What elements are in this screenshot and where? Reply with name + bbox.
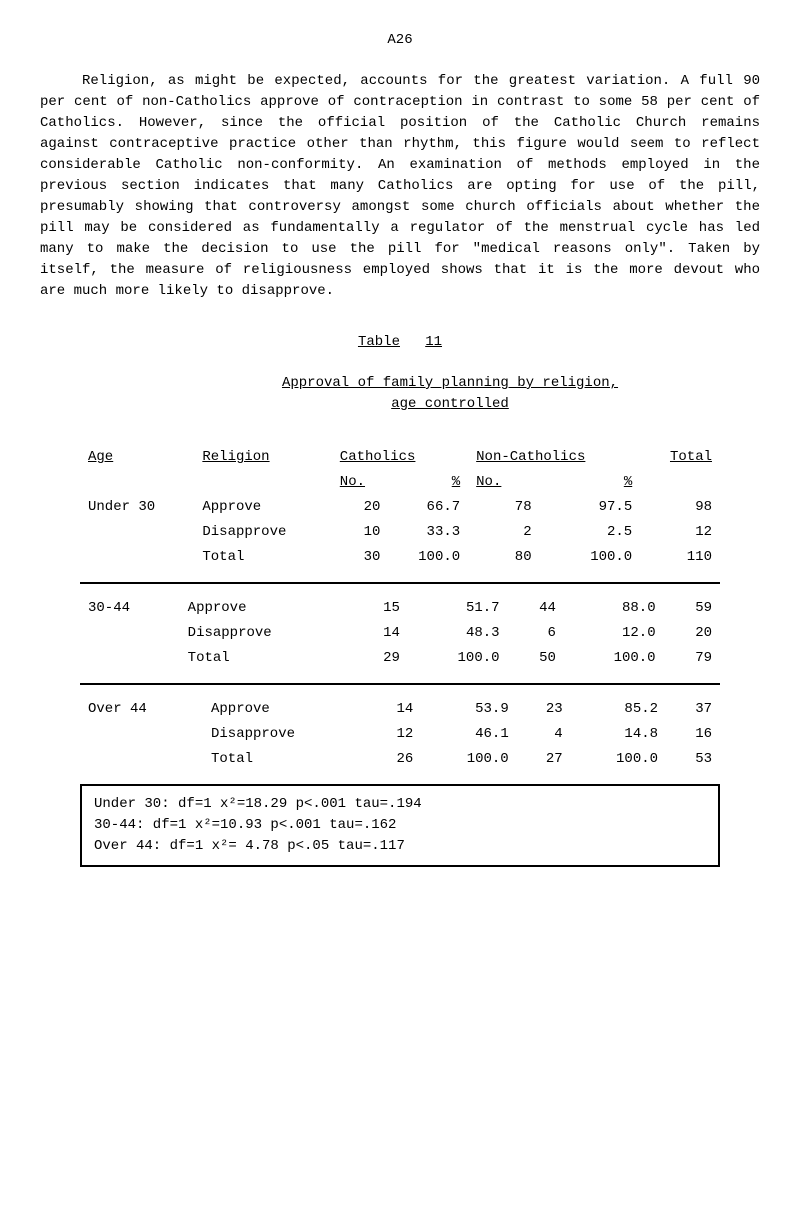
col-pct: %: [540, 470, 641, 495]
col-catholics: Catholics: [332, 445, 468, 470]
age-cell: Over 44: [80, 697, 203, 722]
val-cell: 80: [468, 545, 539, 570]
table-row: Over 44 Approve 14 53.9 23 85.2 37: [80, 697, 720, 722]
col-noncatholics: Non-Catholics: [468, 445, 640, 470]
table-row: Total 26 100.0 27 100.0 53: [80, 747, 720, 772]
table-label: Table 11: [40, 332, 760, 353]
data-table: Age Religion Catholics Non-Catholics Tot…: [80, 445, 720, 570]
col-religion: Religion: [194, 445, 331, 470]
table-row: Total 30 100.0 80 100.0 110: [80, 545, 720, 570]
table-row: Total 29 100.0 50 100.0 79: [80, 646, 720, 671]
val-cell: 100.0: [571, 747, 666, 772]
val-cell: 100.0: [421, 747, 516, 772]
table-subheader-row: No. % No. %: [80, 470, 720, 495]
table-title-line2: age controlled: [391, 396, 509, 412]
val-cell: 33.3: [388, 520, 468, 545]
col-pct: %: [388, 470, 468, 495]
stats-line: 30-44: df=1 x²=10.93 p<.001 tau=.162: [94, 815, 706, 836]
val-cell: 53.9: [421, 697, 516, 722]
val-cell: 14: [352, 621, 408, 646]
rel-cell: Approve: [194, 495, 331, 520]
rel-cell: Approve: [203, 697, 367, 722]
val-cell: 100.0: [388, 545, 468, 570]
table-title: Approval of family planning by religion,…: [140, 373, 760, 415]
val-cell: 46.1: [421, 722, 516, 747]
val-cell: 14.8: [571, 722, 666, 747]
table-title-line1: Approval of family planning by religion,: [282, 375, 618, 391]
page-number: A26: [40, 30, 760, 51]
rel-cell: Disapprove: [194, 520, 331, 545]
table-header-row: Age Religion Catholics Non-Catholics Tot…: [80, 445, 720, 470]
val-cell: 23: [517, 697, 571, 722]
val-cell: 85.2: [571, 697, 666, 722]
val-cell: 78: [468, 495, 539, 520]
stats-box: Under 30: df=1 x²=18.29 p<.001 tau=.194 …: [80, 784, 720, 867]
val-cell: 10: [332, 520, 389, 545]
val-cell: 48.3: [408, 621, 508, 646]
rel-cell: Disapprove: [180, 621, 352, 646]
rel-cell: Disapprove: [203, 722, 367, 747]
val-cell: 12: [640, 520, 720, 545]
val-cell: 100.0: [540, 545, 641, 570]
val-cell: 97.5: [540, 495, 641, 520]
rel-cell: Total: [180, 646, 352, 671]
val-cell: 37: [666, 697, 720, 722]
col-no: No.: [468, 470, 539, 495]
table-label-word: Table: [358, 334, 400, 350]
table-label-num: 11: [425, 334, 442, 350]
table-row: Disapprove 10 33.3 2 2.5 12: [80, 520, 720, 545]
rel-cell: Approve: [180, 596, 352, 621]
divider: [80, 582, 720, 584]
table-row: 30-44 Approve 15 51.7 44 88.0 59: [80, 596, 720, 621]
val-cell: 100.0: [564, 646, 664, 671]
rel-cell: Total: [203, 747, 367, 772]
val-cell: 110: [640, 545, 720, 570]
val-cell: 79: [664, 646, 720, 671]
val-cell: 12: [367, 722, 421, 747]
val-cell: 2: [468, 520, 539, 545]
col-total: Total: [640, 445, 720, 470]
val-cell: 12.0: [564, 621, 664, 646]
age-cell: 30-44: [80, 596, 180, 621]
rel-cell: Total: [194, 545, 331, 570]
val-cell: 88.0: [564, 596, 664, 621]
val-cell: 4: [517, 722, 571, 747]
val-cell: 20: [664, 621, 720, 646]
col-age: Age: [80, 445, 194, 470]
age-cell: Under 30: [80, 495, 194, 520]
val-cell: 30: [332, 545, 389, 570]
table-row: Disapprove 14 48.3 6 12.0 20: [80, 621, 720, 646]
val-cell: 27: [517, 747, 571, 772]
val-cell: 15: [352, 596, 408, 621]
data-table: Over 44 Approve 14 53.9 23 85.2 37 Disap…: [80, 697, 720, 772]
val-cell: 6: [508, 621, 564, 646]
val-cell: 66.7: [388, 495, 468, 520]
stats-line: Under 30: df=1 x²=18.29 p<.001 tau=.194: [94, 794, 706, 815]
val-cell: 50: [508, 646, 564, 671]
val-cell: 2.5: [540, 520, 641, 545]
val-cell: 59: [664, 596, 720, 621]
val-cell: 29: [352, 646, 408, 671]
val-cell: 53: [666, 747, 720, 772]
divider: [80, 683, 720, 685]
val-cell: 51.7: [408, 596, 508, 621]
col-no: No.: [332, 470, 389, 495]
val-cell: 20: [332, 495, 389, 520]
val-cell: 100.0: [408, 646, 508, 671]
data-table: 30-44 Approve 15 51.7 44 88.0 59 Disappr…: [80, 596, 720, 671]
val-cell: 26: [367, 747, 421, 772]
val-cell: 14: [367, 697, 421, 722]
table-row: Under 30 Approve 20 66.7 78 97.5 98: [80, 495, 720, 520]
stats-line: Over 44: df=1 x²= 4.78 p<.05 tau=.117: [94, 836, 706, 857]
val-cell: 16: [666, 722, 720, 747]
val-cell: 98: [640, 495, 720, 520]
table-row: Disapprove 12 46.1 4 14.8 16: [80, 722, 720, 747]
val-cell: 44: [508, 596, 564, 621]
body-paragraph: Religion, as might be expected, accounts…: [40, 71, 760, 302]
